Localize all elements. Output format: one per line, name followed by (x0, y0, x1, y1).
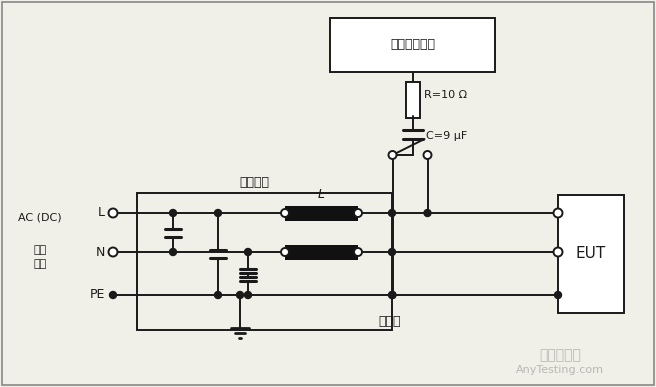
Circle shape (554, 209, 562, 217)
Bar (330, 18, 495, 72)
Circle shape (388, 209, 396, 216)
Circle shape (237, 291, 243, 298)
Bar (285, 205, 358, 221)
Circle shape (169, 248, 176, 255)
Circle shape (388, 151, 396, 159)
Text: 电源: 电源 (33, 245, 47, 255)
Text: 嘉峪检测网: 嘉峪检测网 (539, 348, 581, 362)
Text: 参考地: 参考地 (379, 315, 401, 328)
Bar (137, 193, 392, 330)
Circle shape (245, 248, 251, 255)
Text: N: N (96, 245, 105, 259)
Circle shape (424, 151, 432, 159)
Circle shape (108, 209, 117, 217)
Bar (405, 82, 419, 118)
Text: AnyTesting.com: AnyTesting.com (516, 365, 604, 375)
Circle shape (215, 291, 222, 298)
Circle shape (110, 291, 117, 298)
Text: L: L (318, 187, 325, 200)
Circle shape (245, 291, 251, 298)
Circle shape (169, 209, 176, 216)
Circle shape (554, 291, 562, 298)
Circle shape (354, 209, 362, 217)
Circle shape (388, 291, 396, 298)
Text: PE: PE (90, 288, 105, 301)
Circle shape (108, 248, 117, 257)
Text: R=10 Ω: R=10 Ω (424, 90, 468, 100)
Text: L: L (98, 207, 105, 219)
Text: EUT: EUT (576, 247, 606, 262)
Text: 组合波发生器: 组合波发生器 (390, 38, 435, 51)
Circle shape (388, 248, 396, 255)
Bar (285, 245, 358, 260)
Circle shape (281, 209, 289, 217)
Text: AC (DC): AC (DC) (18, 213, 62, 223)
Circle shape (215, 209, 222, 216)
Circle shape (424, 209, 431, 216)
Circle shape (389, 291, 396, 298)
Circle shape (281, 248, 289, 256)
Circle shape (554, 248, 562, 257)
Bar (558, 195, 624, 313)
Circle shape (354, 248, 362, 256)
Text: 去耦网络: 去耦网络 (239, 176, 270, 190)
Text: 网络: 网络 (33, 259, 47, 269)
Text: C=9 μF: C=9 μF (426, 131, 468, 141)
